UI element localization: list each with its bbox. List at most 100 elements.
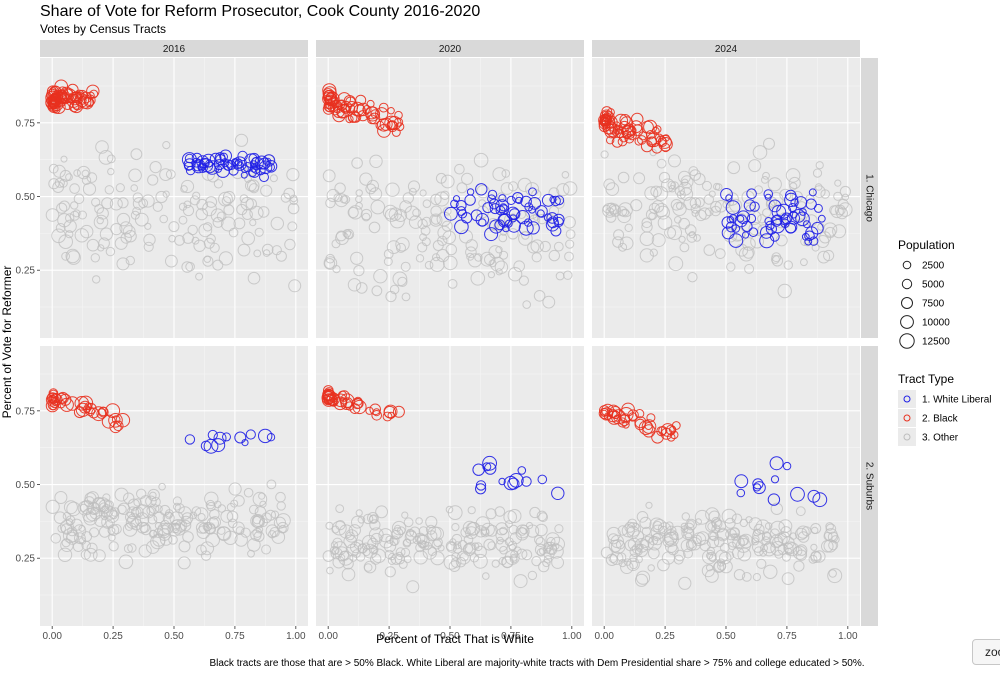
scatter-point bbox=[329, 99, 343, 113]
scatter-point bbox=[49, 402, 57, 411]
scatter-point bbox=[100, 512, 109, 521]
scatter-point bbox=[384, 566, 396, 578]
scatter-point bbox=[385, 182, 400, 197]
scatter-point bbox=[691, 209, 699, 217]
color-legend-key bbox=[898, 428, 916, 446]
scatter-point bbox=[287, 221, 298, 232]
x-tick-label: 0.00 bbox=[594, 631, 614, 642]
scatter-point bbox=[116, 212, 131, 227]
scatter-point bbox=[441, 220, 453, 232]
scatter-point bbox=[647, 564, 655, 572]
scatter-point bbox=[130, 148, 143, 161]
scatter-point bbox=[371, 285, 383, 297]
scatter-point bbox=[404, 205, 420, 221]
scatter-point bbox=[406, 528, 415, 537]
series-black bbox=[45, 388, 131, 434]
scatter-point bbox=[122, 225, 136, 238]
scatter-point bbox=[742, 246, 755, 259]
scatter-point bbox=[547, 216, 559, 229]
tract-type-legend-title: Tract Type bbox=[898, 372, 954, 386]
scatter-point bbox=[455, 200, 467, 211]
scatter-point bbox=[280, 192, 291, 203]
series-white-liberal bbox=[734, 456, 828, 508]
scatter-point bbox=[765, 199, 776, 209]
scatter-point bbox=[234, 431, 247, 444]
scatter-point bbox=[522, 300, 532, 309]
scatter-point bbox=[485, 524, 498, 537]
scatter-point bbox=[670, 199, 683, 211]
scatter-point bbox=[287, 202, 300, 215]
scatter-point bbox=[334, 182, 346, 194]
scatter-point bbox=[222, 432, 231, 442]
scatter-point bbox=[167, 522, 182, 537]
scatter-point bbox=[506, 195, 516, 205]
scatter-point bbox=[681, 512, 690, 521]
scatter-point bbox=[45, 399, 60, 413]
scatter-point bbox=[218, 251, 233, 266]
scatter-point bbox=[733, 569, 746, 581]
x-tick-label: 0.50 bbox=[716, 631, 736, 642]
scatter-point bbox=[731, 546, 745, 560]
scatter-point bbox=[162, 190, 170, 198]
scatter-point bbox=[70, 518, 83, 531]
scatter-point bbox=[531, 556, 542, 567]
scatter-point bbox=[770, 502, 783, 515]
scatter-point bbox=[322, 103, 335, 115]
scatter-point bbox=[90, 253, 101, 263]
scatter-point bbox=[725, 221, 737, 233]
scatter-point bbox=[450, 199, 459, 209]
scatter-point bbox=[607, 121, 617, 132]
scatter-point bbox=[331, 546, 340, 555]
scatter-point bbox=[355, 552, 366, 562]
facet-panel-2024-r2 bbox=[592, 346, 860, 626]
scatter-point bbox=[535, 537, 546, 547]
scatter-point bbox=[227, 518, 238, 529]
y-tick-label: 0.75 bbox=[16, 406, 36, 417]
scatter-point bbox=[767, 493, 781, 506]
scatter-point bbox=[241, 231, 255, 246]
scatter-point bbox=[678, 181, 693, 196]
scatter-point bbox=[341, 567, 356, 582]
scatter-point bbox=[469, 553, 480, 563]
scatter-point bbox=[710, 200, 722, 213]
scatter-point bbox=[249, 205, 264, 220]
scatter-point bbox=[543, 547, 555, 560]
scatter-point bbox=[652, 519, 667, 534]
scatter-point bbox=[196, 525, 211, 540]
scatter-point bbox=[726, 215, 735, 224]
scatter-point bbox=[159, 504, 171, 516]
scatter-point bbox=[220, 216, 236, 232]
scatter-point bbox=[738, 533, 754, 549]
facet-panels bbox=[40, 58, 860, 626]
scatter-point bbox=[347, 206, 359, 219]
scatter-point bbox=[383, 257, 393, 266]
scatter-point bbox=[813, 550, 826, 563]
scatter-point bbox=[753, 546, 764, 557]
scatter-point bbox=[648, 212, 656, 220]
scatter-point bbox=[361, 534, 377, 550]
scatter-point bbox=[482, 572, 490, 580]
scatter-point bbox=[487, 189, 498, 200]
scatter-point bbox=[626, 557, 640, 571]
scatter-point bbox=[375, 505, 389, 519]
scatter-point bbox=[479, 251, 495, 267]
scatter-point bbox=[712, 561, 725, 573]
scatter-point bbox=[65, 518, 74, 527]
zoom-button[interactable]: zoom bbox=[972, 639, 1000, 665]
scatter-point bbox=[415, 254, 425, 263]
scatter-point bbox=[499, 250, 509, 260]
scatter-point bbox=[126, 506, 140, 520]
scatter-point bbox=[65, 396, 80, 411]
scatter-point bbox=[836, 207, 848, 220]
scatter-point bbox=[81, 175, 92, 186]
scatter-point bbox=[633, 172, 646, 185]
scatter-point bbox=[635, 544, 649, 557]
scatter-point bbox=[442, 206, 452, 216]
scatter-point bbox=[251, 515, 265, 529]
scatter-point bbox=[517, 466, 527, 475]
scatter-point bbox=[340, 398, 353, 411]
scatter-point bbox=[65, 213, 75, 223]
scatter-point bbox=[326, 188, 340, 203]
scatter-point bbox=[723, 228, 738, 243]
scatter-point bbox=[678, 235, 686, 243]
